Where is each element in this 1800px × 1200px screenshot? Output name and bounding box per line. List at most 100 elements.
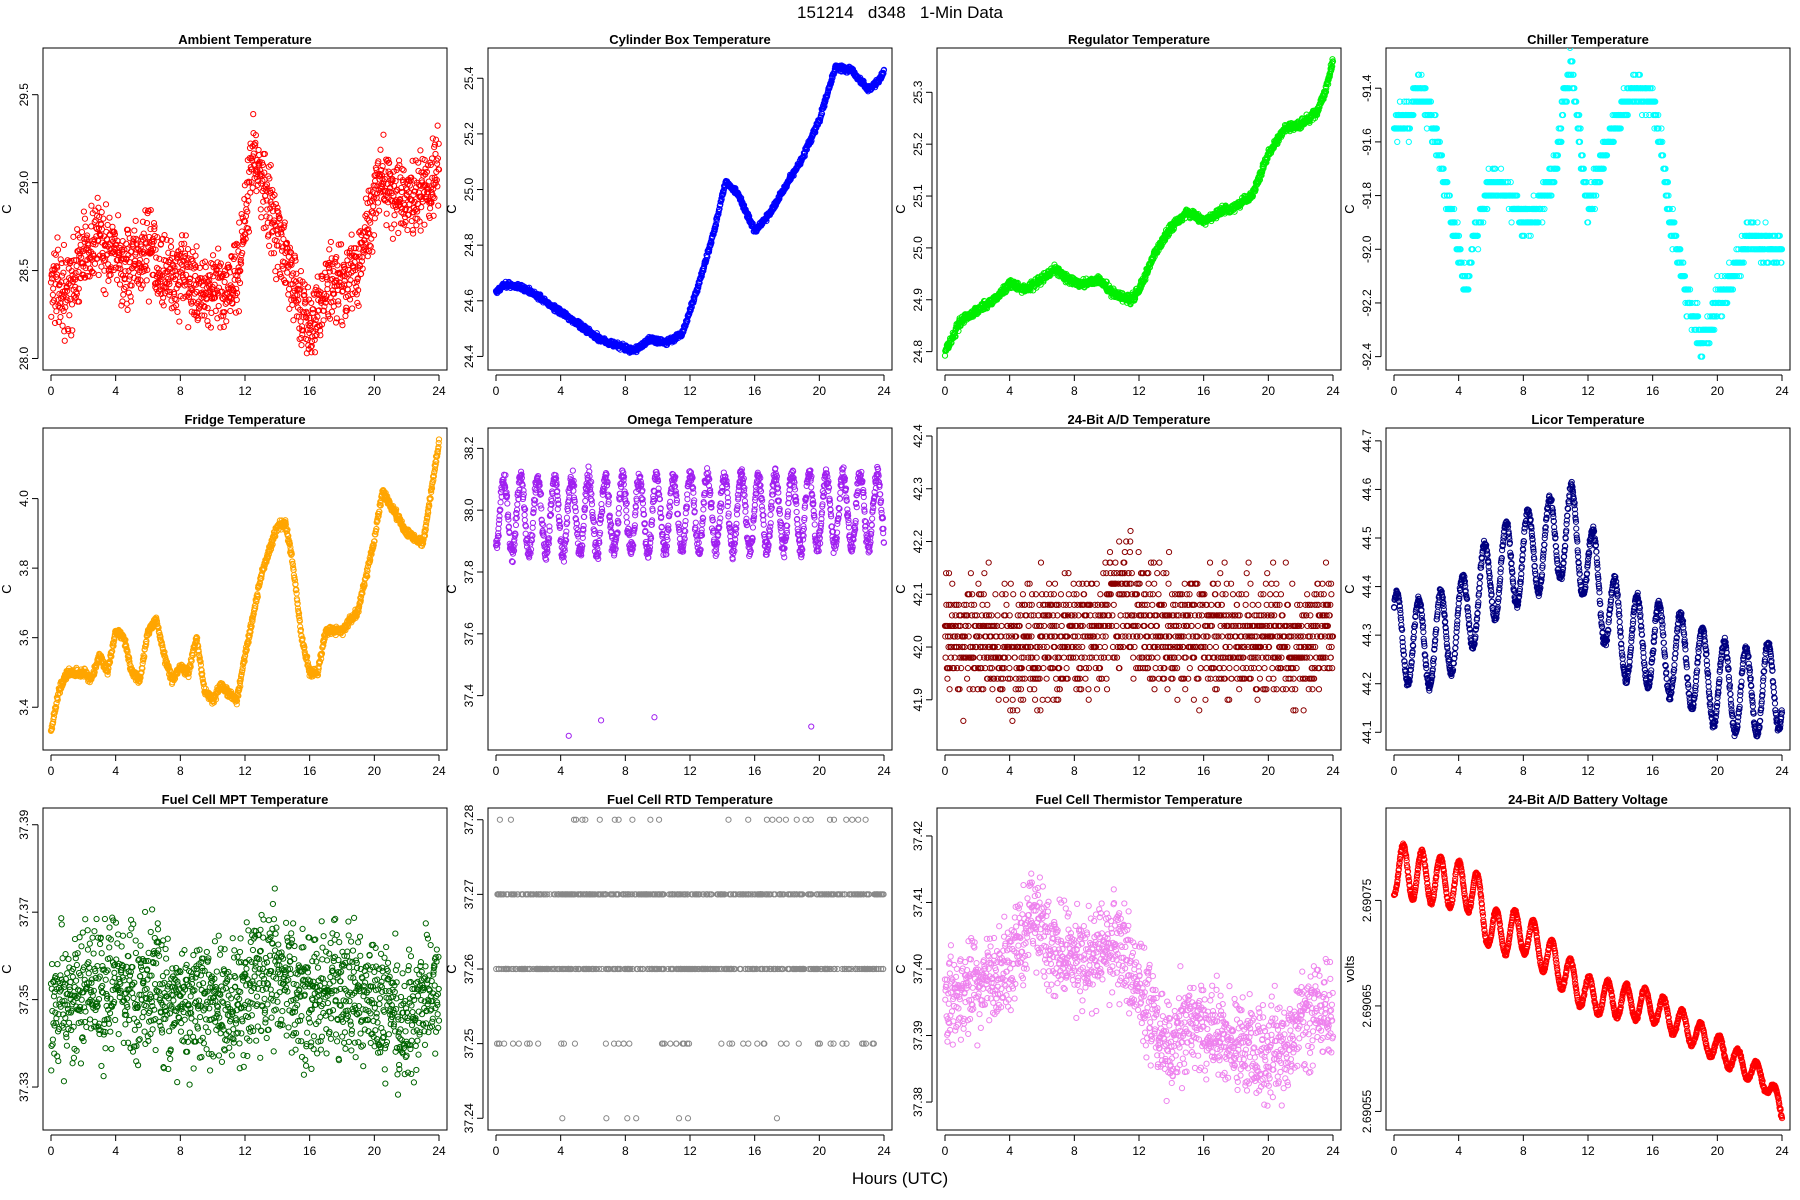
y-tick-label: 37.26: [462, 954, 476, 984]
y-axis-label: C: [444, 964, 459, 973]
x-tick-label: 12: [238, 384, 252, 398]
panel-title: Fridge Temperature: [184, 412, 305, 427]
y-tick-label: 37.39: [911, 1020, 925, 1050]
plot-frame: [936, 47, 1342, 371]
y-tick-label: 37.8: [462, 560, 476, 584]
x-tick-label: 16: [303, 1144, 317, 1158]
panel-3: Regulator Temperature 0 4 8 12 16 20 24 24.8 24.9…: [893, 32, 1342, 398]
panel-title: Regulator Temperature: [1068, 32, 1210, 47]
panel-title: Licor Temperature: [1531, 412, 1644, 427]
x-tick-label: 16: [748, 764, 762, 778]
x-tick-label: 16: [1197, 764, 1211, 778]
scatter-markers: [47, 885, 443, 1098]
series-points: [493, 816, 887, 1122]
y-tick-label: 44.6: [1360, 477, 1374, 501]
x-tick-label: 20: [1262, 1144, 1276, 1158]
y-tick-label: 42.4: [911, 424, 925, 448]
y-tick-label: 41.9: [911, 688, 925, 712]
x-tick-label: 0: [493, 1144, 500, 1158]
scatter-markers: [941, 56, 1337, 359]
x-tick-label: 12: [1581, 764, 1595, 778]
y-tick-label: 24.8: [462, 233, 476, 257]
y-tick-label: 3.8: [17, 559, 31, 576]
plot-frame: [42, 47, 448, 371]
x-tick-label: 24: [1326, 764, 1340, 778]
y-tick-label: 24.9: [911, 288, 925, 312]
y-tick-label: 25.2: [462, 122, 476, 146]
y-tick-label: 42.0: [911, 635, 925, 659]
y-tick-label: 37.6: [462, 622, 476, 646]
x-tick-label: 4: [1006, 384, 1013, 398]
series-points: [941, 527, 1337, 724]
x-tick-label: 0: [1391, 1144, 1398, 1158]
scatter-markers: [47, 111, 443, 357]
x-tick-label: 0: [493, 764, 500, 778]
x-tick-label: 0: [1391, 764, 1398, 778]
x-tick-label: 16: [303, 384, 317, 398]
panel-title: 24-Bit A/D Battery Voltage: [1508, 792, 1668, 807]
plot-frame: [1385, 47, 1791, 371]
x-tick-label: 4: [557, 384, 564, 398]
panel-title: Cylinder Box Temperature: [609, 32, 771, 47]
series-points: [941, 56, 1337, 359]
y-tick-label: 29.0: [17, 171, 31, 195]
x-tick-label: 24: [432, 384, 446, 398]
panel-2: Cylinder Box Temperature 0 4 8 12 16 20 24 24.4 2…: [444, 32, 893, 398]
x-tick-label: 24: [432, 1144, 446, 1158]
x-tick-label: 24: [1775, 1144, 1789, 1158]
x-tick-label: 4: [1455, 384, 1462, 398]
y-tick-label: 28.5: [17, 259, 31, 283]
x-tick-label: 24: [1775, 764, 1789, 778]
x-tick-label: 16: [1646, 1144, 1660, 1158]
x-tick-label: 8: [622, 1144, 629, 1158]
x-tick-label: 20: [368, 764, 382, 778]
scatter-markers: [492, 463, 888, 739]
x-tick-label: 12: [1581, 384, 1595, 398]
x-tick-label: 24: [1326, 384, 1340, 398]
y-tick-label: 44.2: [1360, 672, 1374, 696]
x-tick-label: 20: [813, 384, 827, 398]
x-tick-label: 16: [1197, 1144, 1211, 1158]
x-tick-label: 12: [1132, 1144, 1146, 1158]
x-tick-label: 20: [368, 384, 382, 398]
x-tick-label: 8: [177, 1144, 184, 1158]
y-tick-label: 44.3: [1360, 623, 1374, 647]
x-axis-label: Hours (UTC): [851, 1169, 949, 1188]
y-tick-label: 37.4: [462, 684, 476, 708]
x-tick-label: 20: [1262, 764, 1276, 778]
y-tick-label: 37.37: [17, 897, 31, 927]
x-tick-label: 20: [368, 1144, 382, 1158]
plot-frame: [487, 807, 893, 1131]
panel-8: Licor Temperature 0 4 8 12 16 20 24 44.1 44.2 44.3…: [1342, 412, 1791, 778]
y-axis-label: C: [0, 964, 14, 973]
y-tick-label: 37.38: [911, 1087, 925, 1117]
y-axis-label: C: [444, 584, 459, 593]
plot-frame: [1385, 427, 1791, 751]
scatter-markers: [47, 436, 443, 734]
y-tick-label: 38.2: [462, 436, 476, 460]
x-tick-label: 0: [942, 764, 949, 778]
x-tick-label: 8: [1071, 1144, 1078, 1158]
x-tick-label: 0: [48, 384, 55, 398]
x-tick-label: 24: [432, 764, 446, 778]
y-tick-label: -91.8: [1360, 182, 1374, 210]
series-points: [1390, 478, 1786, 740]
x-tick-label: 16: [303, 764, 317, 778]
y-tick-label: 37.40: [911, 954, 925, 984]
x-tick-label: 8: [622, 384, 629, 398]
x-tick-label: 12: [683, 1144, 697, 1158]
x-tick-label: 4: [112, 384, 119, 398]
panel-9: Fuel Cell MPT Temperature 0 4 8 12 16 20 24 37.3…: [0, 792, 448, 1158]
x-tick-label: 12: [1132, 384, 1146, 398]
x-tick-label: 24: [1326, 1144, 1340, 1158]
y-axis-label: C: [1342, 204, 1357, 213]
scatter-markers: [1390, 478, 1786, 740]
x-tick-label: 12: [683, 764, 697, 778]
x-tick-label: 20: [1262, 384, 1276, 398]
y-tick-label: 44.4: [1360, 575, 1374, 599]
panel-title: Chiller Temperature: [1527, 32, 1649, 47]
scatter-markers: [493, 816, 887, 1122]
y-tick-label: -91.4: [1360, 74, 1374, 102]
y-tick-label: 37.39: [17, 809, 31, 839]
y-tick-label: -92.4: [1360, 343, 1374, 371]
